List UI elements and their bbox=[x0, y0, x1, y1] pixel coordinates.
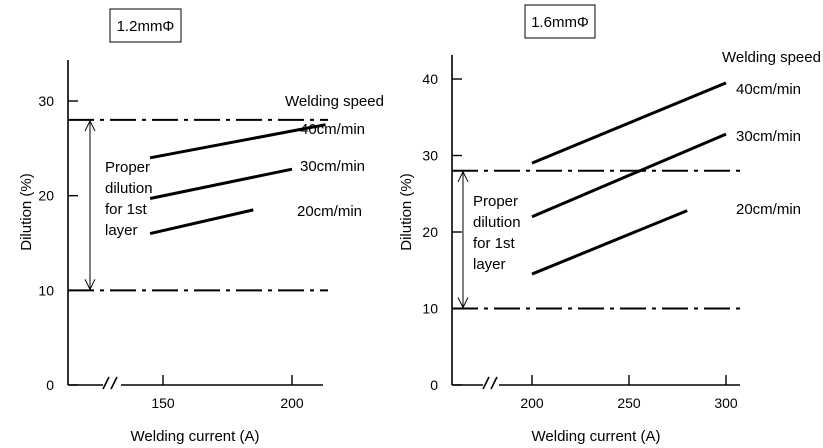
panel-2-x-ticks: 200 250 300 bbox=[520, 375, 738, 411]
panel-2-y-axis-label: Dilution (%) bbox=[398, 173, 415, 251]
panel-2-y-ticks: 0 10 20 30 40 bbox=[422, 71, 462, 393]
series-line-20cm-per-min bbox=[149, 208, 254, 235]
panel-2-arrow-down-icon bbox=[457, 297, 469, 309]
panel-1-series bbox=[149, 123, 326, 235]
y-tick-label: 10 bbox=[38, 282, 54, 298]
panel-2-band-label-bg bbox=[470, 188, 532, 280]
panel-1-band-label-line-1: Proper bbox=[105, 159, 150, 176]
panel-2-x-axis-label: Welding current (A) bbox=[532, 428, 661, 445]
panel-2-series-label-40: 40cm/min bbox=[736, 81, 801, 98]
panel-1: 1.2mmΦ 0 10 20 30 150 200 Proper dilution fo… bbox=[18, 8, 384, 445]
panel-1-band-label-line-3: for 1st bbox=[105, 201, 148, 218]
series-line-40cm-per-min bbox=[149, 123, 326, 160]
panel-1-y-ticks: 0 10 20 30 bbox=[38, 93, 78, 393]
panel-1-band-label-line-4: layer bbox=[105, 222, 138, 239]
panel-1-arrow-down-icon bbox=[84, 279, 96, 291]
panel-1-label: 1.2mmΦ bbox=[117, 18, 175, 35]
series-line-30cm-per-min bbox=[531, 132, 727, 219]
y-tick-label: 10 bbox=[422, 301, 438, 317]
panel-2-band-label-line-2: dilution bbox=[473, 214, 521, 231]
panel-1-series-label-20: 20cm/min bbox=[297, 203, 362, 220]
panel-1-label-box bbox=[109, 8, 182, 43]
panel-1-series-label-40: 40cm/min bbox=[300, 121, 365, 138]
series-line-30cm-per-min bbox=[149, 167, 293, 200]
panel-2-band-label-line-1: Proper bbox=[473, 193, 518, 210]
panel-1-band-arrow bbox=[84, 119, 96, 291]
y-tick-label: 0 bbox=[430, 377, 438, 393]
panel-2-band-arrow bbox=[457, 170, 469, 309]
panel-2-series-label-20: 20cm/min bbox=[736, 201, 801, 218]
panel-1-y-axis-label: Dilution (%) bbox=[18, 173, 35, 251]
y-tick-label: 20 bbox=[38, 188, 54, 204]
panel-2: 1.6mmΦ 0 10 20 30 40 200 250 300 Proper diluti… bbox=[398, 4, 821, 445]
panel-1-legend-title: Welding speed bbox=[285, 93, 384, 110]
series-line-20cm-per-min bbox=[531, 209, 688, 276]
panel-1-arrow-up-icon bbox=[84, 119, 96, 132]
panel-2-label-box bbox=[524, 4, 596, 39]
panel-1-x-axis-label: Welding current (A) bbox=[131, 428, 260, 445]
panel-2-arrow-up-icon bbox=[457, 170, 469, 183]
y-tick-label: 40 bbox=[422, 71, 438, 87]
panel-2-series bbox=[531, 81, 727, 276]
y-tick-label: 0 bbox=[46, 377, 54, 393]
panel-2-axis-break-icon bbox=[482, 376, 498, 390]
x-tick-label: 150 bbox=[151, 395, 175, 411]
panel-1-x-ticks: 150 200 bbox=[151, 375, 304, 411]
x-tick-label: 250 bbox=[617, 395, 641, 411]
panel-2-band-label-line-3: for 1st bbox=[473, 235, 516, 252]
panel-2-label: 1.6mmΦ bbox=[531, 14, 589, 31]
panel-1-series-label-30: 30cm/min bbox=[300, 158, 365, 175]
x-tick-label: 300 bbox=[714, 395, 738, 411]
panel-1-band-label-line-2: dilution bbox=[105, 180, 153, 197]
y-tick-label: 20 bbox=[422, 224, 438, 240]
panel-1-axis-break-icon bbox=[102, 376, 118, 390]
y-tick-label: 30 bbox=[422, 148, 438, 164]
y-tick-label: 30 bbox=[38, 93, 54, 109]
x-tick-label: 200 bbox=[520, 395, 544, 411]
panel-1-reference-lines bbox=[68, 118, 328, 292]
series-line-40cm-per-min bbox=[531, 81, 727, 165]
panel-2-series-label-30: 30cm/min bbox=[736, 128, 801, 145]
x-tick-label: 200 bbox=[280, 395, 304, 411]
panel-2-legend-title: Welding speed bbox=[722, 49, 821, 66]
panel-2-band-label-line-4: layer bbox=[473, 256, 506, 273]
panel-2-reference-lines bbox=[452, 169, 740, 310]
